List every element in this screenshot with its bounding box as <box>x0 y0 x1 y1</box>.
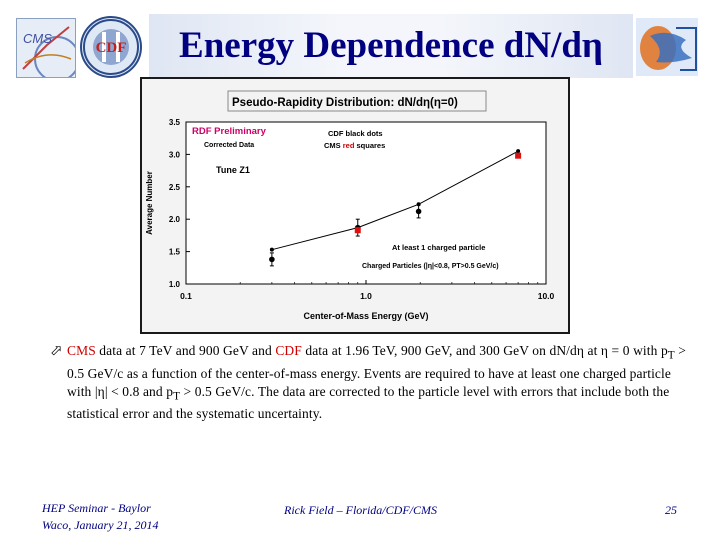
x-tick-label: 1.0 <box>360 291 372 301</box>
bullet-part3: > 0.5 GeV/c as a function of the center-… <box>67 343 686 399</box>
cms-word: CMS <box>67 343 96 358</box>
cms-logo-bg <box>17 19 75 77</box>
x-tick-label: 0.1 <box>180 291 192 301</box>
bullet-part1: data at 7 TeV and 900 GeV and <box>95 343 276 358</box>
chart-title-box <box>227 90 487 112</box>
footer-center: Rick Field – Florida/CDF/CMS <box>284 503 437 517</box>
legend-squares-word: squares <box>354 141 385 150</box>
annotation-corrected: Corrected Data <box>204 142 254 149</box>
legend-cms-word: CMS <box>324 141 343 150</box>
plot-frame: Pseudo-Rapidity Distribution: dN/dη(η=0)… <box>140 77 570 334</box>
annotation-cut1: At least 1 charged particle <box>392 243 485 252</box>
annotation-cut2: Charged Particles (|η|<0.8, PT>0.5 GeV/c… <box>362 263 499 270</box>
annotation-tune: Tune Z1 <box>216 165 250 175</box>
rf-logo-frame <box>676 27 697 71</box>
y-tick-label: 2.0 <box>169 215 181 224</box>
cms-logo-track <box>22 26 70 70</box>
cdf-logo-text: CDF <box>96 40 127 56</box>
y-tick-label: 3.0 <box>169 150 181 159</box>
legend-red-word: red <box>343 141 355 150</box>
arrow-bullet-icon: ⬀ <box>50 343 63 359</box>
cdf-word: CDF <box>275 343 302 358</box>
cms-logo-track2 <box>24 54 72 64</box>
footer-left: HEP Seminar - Baylor Waco, January 21, 2… <box>42 501 159 533</box>
cdf-point <box>415 208 422 215</box>
cdf-logo-bar2 <box>116 32 120 62</box>
footer-left-line1: HEP Seminar - Baylor <box>42 501 151 515</box>
bullet-part2: data at 1.96 TeV, 900 GeV, and 300 GeV o… <box>301 343 668 358</box>
bullet-part4: > 0.5 GeV/c. The data are corrected to t… <box>67 383 670 422</box>
x-axis: 0.1 1.0 10.0 <box>180 280 555 301</box>
y-axis-label: Average Number <box>145 171 154 235</box>
x-tick-label: 10.0 <box>538 291 555 301</box>
chart-series <box>269 149 522 267</box>
cms-point <box>515 152 522 159</box>
cdf-point <box>269 256 275 263</box>
chart-svg: Pseudo-Rapidity Distribution: dN/dη(η=0)… <box>145 90 555 321</box>
x-axis-label: Center-of-Mass Energy (GeV) <box>303 311 428 321</box>
footer-left-line2: Waco, January 21, 2014 <box>42 518 159 532</box>
cms-logo: CMS <box>16 18 76 78</box>
y-axis: 1.0 1.5 2.0 2.5 3.0 3.5 <box>169 118 190 289</box>
slide-title: Energy Dependence dN/dη <box>179 25 603 66</box>
page-number: 25 <box>665 503 677 517</box>
cdf-logo-bar1 <box>102 32 106 62</box>
cms-point <box>354 227 361 234</box>
annotation-preliminary: RDF Preliminary <box>192 126 267 137</box>
bullet-sub-t1: T <box>667 349 675 362</box>
cdf-logo: CDF <box>80 16 142 78</box>
y-tick-label: 1.0 <box>169 280 181 289</box>
tune-z1-point <box>516 149 521 154</box>
tune-z1-point <box>269 247 274 252</box>
rf-logo-swirl <box>650 32 692 63</box>
bullet-text: CMS data at 7 TeV and 900 GeV and CDF da… <box>67 342 687 423</box>
y-tick-label: 2.5 <box>169 183 181 192</box>
y-tick-label: 3.5 <box>169 118 181 127</box>
rick-field-logo <box>636 18 698 76</box>
chart-title: Pseudo-Rapidity Distribution: dN/dη(η=0) <box>232 97 458 109</box>
legend-cms: CMS red squares <box>324 141 385 150</box>
y-tick-label: 1.5 <box>169 248 181 257</box>
cms-logo-text: CMS <box>23 31 52 46</box>
title-band <box>149 14 633 78</box>
series-line-tune-z1 <box>271 150 519 251</box>
plot-area <box>185 121 547 285</box>
legend-cdf: CDF black dots <box>328 129 383 138</box>
bullet-sub-t2: T <box>173 390 181 403</box>
